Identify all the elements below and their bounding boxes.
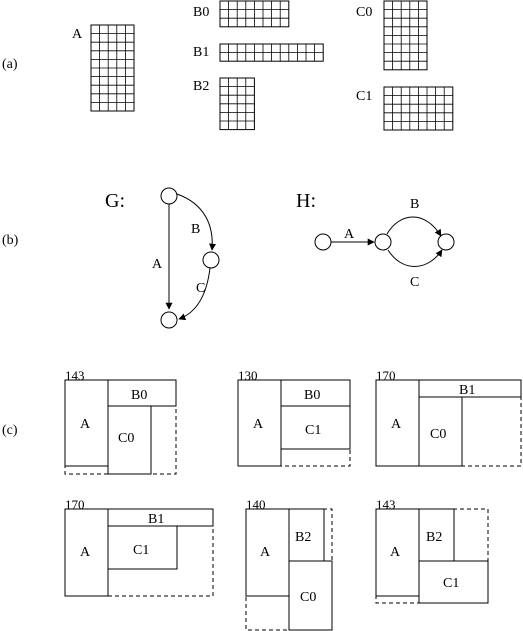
packing-5-block-c — [288, 560, 333, 631]
packing-2-block-c — [280, 405, 351, 450]
graph-g-edge-c — [178, 267, 211, 321]
packing-1: 143 A B0 C0 — [64, 368, 177, 475]
packing-6-block-c — [418, 560, 489, 604]
packing-2: 130 A B0 C1 — [237, 368, 351, 467]
packing-3-label-b: B1 — [459, 383, 475, 398]
graph-g-label-c: C — [196, 281, 205, 296]
packing-4-label-c: C1 — [133, 543, 149, 558]
matrix-label-b2: B2 — [193, 79, 209, 94]
graph-g: G: A B C — [105, 187, 220, 329]
graph-h-label-c: C — [410, 275, 419, 290]
panel-label-c: (c) — [2, 423, 18, 438]
matrix-label-b1: B1 — [193, 45, 209, 60]
packing-4-cost: 170 — [65, 497, 85, 512]
matrix-grid-b2 — [219, 77, 255, 131]
packing-3-block-b — [418, 379, 522, 398]
graph-h-label-b: B — [410, 197, 419, 212]
packing-3-cost: 170 — [376, 368, 396, 383]
packing-3: 170 A B1 C0 — [375, 368, 522, 467]
packing-4-block-c — [107, 525, 178, 570]
packing-1-cost: 143 — [65, 368, 85, 383]
packing-5-label-b: B2 — [295, 530, 311, 545]
packing-6-cost: 143 — [376, 497, 396, 512]
packing-6: 143 A B2 C1 — [375, 497, 489, 604]
packing-1-block-c — [107, 405, 152, 475]
panel-label-a: (a) — [2, 57, 18, 72]
graph-h-edge-c — [387, 249, 443, 267]
packing-6-label-c: C1 — [443, 576, 459, 591]
graph-g-edge-b — [176, 193, 217, 251]
matrix-grid-c0 — [383, 0, 428, 71]
graph-h: H: A B C — [296, 190, 455, 290]
graph-g-label-a: A — [152, 257, 163, 272]
packing-1-label-a: A — [80, 417, 91, 432]
matrix-label-a: A — [72, 27, 83, 42]
packing-2-label-a: A — [253, 417, 264, 432]
matrix-grid-a — [90, 24, 135, 112]
packing-4-label-a: A — [80, 545, 91, 560]
packing-4-label-b: B1 — [148, 512, 164, 527]
graph-g-label-b: B — [191, 222, 200, 237]
graph-g-node-top — [160, 187, 178, 205]
graph-h-label-a: A — [344, 227, 355, 242]
matrix-grid-c1 — [383, 86, 454, 131]
packing-5: 140 A B2 C0 — [245, 497, 333, 631]
packing-1-label-b: B0 — [131, 388, 147, 403]
matrix-label-c1: C1 — [356, 89, 372, 104]
graph-h-edge-b — [386, 216, 442, 237]
graph-g-title: G: — [105, 190, 125, 212]
matrix-label-c0: C0 — [356, 5, 372, 20]
packing-2-cost: 130 — [238, 368, 258, 383]
packing-3-label-a: A — [391, 417, 402, 432]
graph-h-node-start — [314, 233, 332, 251]
packing-2-label-c: C1 — [305, 423, 321, 438]
graph-h-node-mid — [374, 233, 392, 251]
packing-5-label-c: C0 — [300, 590, 316, 605]
matrix-grid-b0 — [219, 0, 290, 28]
packing-1-label-c: C0 — [118, 431, 134, 446]
packing-5-label-a: A — [260, 545, 271, 560]
packing-3-label-c: C0 — [430, 427, 446, 442]
packing-5-cost: 140 — [246, 497, 266, 512]
packing-2-label-b: B0 — [304, 388, 320, 403]
packing-3-block-c — [418, 396, 463, 467]
packing-6-label-a: A — [390, 545, 401, 560]
graph-g-node-right — [202, 251, 220, 269]
graph-g-node-bottom — [160, 311, 178, 329]
graph-h-title: H: — [296, 190, 316, 212]
packing-6-label-b: B2 — [426, 530, 442, 545]
panel-label-b: (b) — [2, 233, 19, 248]
packing-4: 170 A B1 C1 — [64, 497, 214, 597]
matrix-label-b0: B0 — [193, 5, 209, 20]
graph-h-node-end — [437, 233, 455, 251]
matrix-grid-b1 — [219, 43, 324, 62]
